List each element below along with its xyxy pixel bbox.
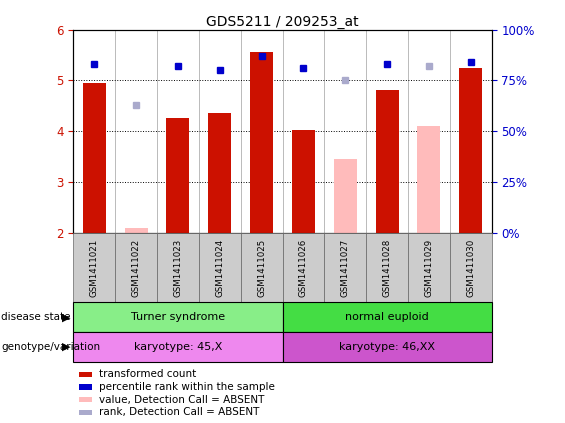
Bar — [408, 233, 450, 302]
Bar — [73, 332, 282, 362]
Bar — [208, 113, 231, 233]
Text: GSM1411021: GSM1411021 — [90, 239, 99, 297]
Bar — [157, 233, 199, 302]
Text: disease state: disease state — [1, 312, 71, 322]
Bar — [334, 159, 357, 233]
Bar — [324, 233, 366, 302]
Bar — [83, 83, 106, 233]
Text: GSM1411025: GSM1411025 — [257, 239, 266, 297]
Bar — [282, 302, 492, 332]
Bar — [199, 233, 241, 302]
Bar — [450, 233, 492, 302]
Bar — [366, 233, 408, 302]
Text: GSM1411022: GSM1411022 — [132, 239, 141, 297]
Text: GSM1411029: GSM1411029 — [424, 239, 433, 297]
Bar — [167, 118, 189, 233]
Text: karyotype: 46,XX: karyotype: 46,XX — [339, 342, 435, 352]
Text: ▶: ▶ — [62, 342, 71, 352]
Text: GSM1411028: GSM1411028 — [383, 239, 392, 297]
Text: value, Detection Call = ABSENT: value, Detection Call = ABSENT — [99, 395, 264, 405]
Text: normal euploid: normal euploid — [345, 312, 429, 322]
Text: GSM1411023: GSM1411023 — [173, 239, 182, 297]
Bar — [250, 52, 273, 233]
Bar — [292, 130, 315, 233]
Text: GSM1411024: GSM1411024 — [215, 239, 224, 297]
Bar — [282, 332, 492, 362]
Text: genotype/variation: genotype/variation — [1, 342, 100, 352]
Bar — [73, 302, 282, 332]
Text: rank, Detection Call = ABSENT: rank, Detection Call = ABSENT — [99, 407, 259, 418]
Text: percentile rank within the sample: percentile rank within the sample — [99, 382, 275, 392]
Text: GSM1411026: GSM1411026 — [299, 239, 308, 297]
Bar — [73, 233, 115, 302]
Text: ▶: ▶ — [62, 312, 71, 322]
Text: GSM1411027: GSM1411027 — [341, 239, 350, 297]
Bar — [282, 233, 324, 302]
Text: karyotype: 45,X: karyotype: 45,X — [134, 342, 222, 352]
Bar — [376, 90, 398, 233]
Text: GSM1411030: GSM1411030 — [466, 239, 475, 297]
Text: transformed count: transformed count — [99, 369, 196, 379]
Bar — [241, 233, 282, 302]
Bar — [459, 68, 482, 233]
Bar — [418, 126, 440, 233]
Text: GDS5211 / 209253_at: GDS5211 / 209253_at — [206, 15, 359, 29]
Bar — [115, 233, 157, 302]
Bar — [125, 228, 147, 233]
Text: Turner syndrome: Turner syndrome — [131, 312, 225, 322]
